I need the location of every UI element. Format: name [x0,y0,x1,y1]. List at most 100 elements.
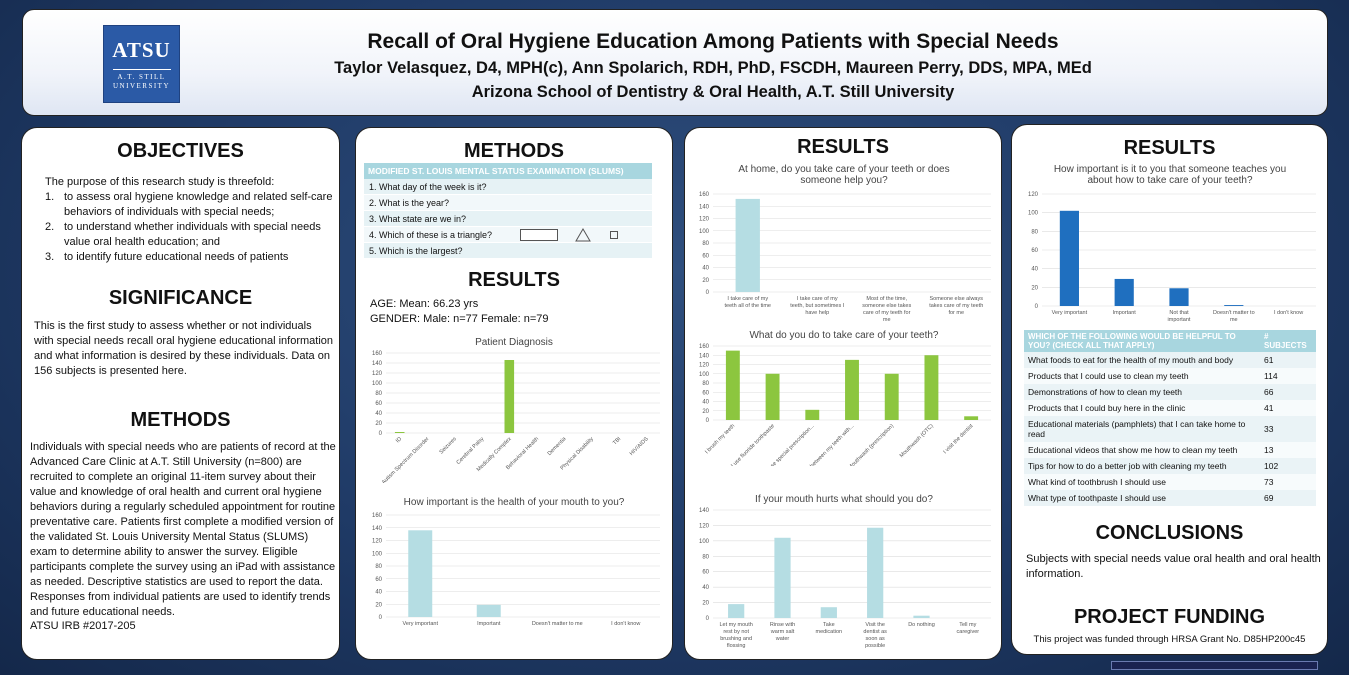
objectives-heading: OBJECTIVES [117,140,244,162]
y-tick-label: 120 [372,539,383,545]
x-category-label: Important [1113,310,1137,316]
x-category-label: Very important [1052,310,1088,316]
bar [728,604,745,618]
teaching-importance-chart: How important is it to you that someone … [1028,164,1316,322]
chart-title: What do you do to take care of your teet… [749,330,938,341]
bar [1059,210,1079,306]
bar [1224,305,1244,306]
table-row: Educational materials (pamphlets) that I… [1024,416,1316,442]
bar [964,416,979,420]
y-tick-label: 120 [699,217,710,223]
y-tick-label: 100 [699,539,710,545]
bar [725,350,740,420]
objective-item: 2. to understand whether individuals with… [45,220,335,250]
count-cell: 69 [1260,490,1316,506]
x-category-label: Let my mouth rest by not brushing and floss… [720,622,753,649]
methods-heading: METHODS [464,140,564,162]
table-header-topic: WHICH OF THE FOLLOWING WOULD BE HELPFUL … [1024,330,1260,352]
y-tick-label: 60 [702,390,709,396]
poster-affiliation: Arizona School of Dentistry & Oral Healt… [471,83,955,101]
y-tick-label: 60 [375,577,382,583]
x-category-label-line: possible [865,643,885,649]
x-category-label-line: caregiver [957,629,980,635]
x-category-label-line: someone else takes [862,303,911,309]
x-category-label-line: me [883,317,891,323]
gender-stat: GENDER: Male: n=77 Female: n=79 [370,313,549,325]
chart-title: How important is the health of your mout… [404,497,625,508]
topic-cell: What kind of toothbrush I should use [1024,474,1260,490]
slums-question: 3. What state are we in? [364,211,652,227]
count-cell: 73 [1260,474,1316,490]
y-tick-label: 40 [375,411,382,417]
methods-heading-left: METHODS [130,409,231,431]
y-tick-label: 80 [702,241,709,247]
y-tick-label: 40 [702,585,709,591]
y-tick-label: 160 [372,513,383,519]
square-shape-icon [610,231,618,239]
y-tick-label: 140 [699,353,710,359]
bar [820,607,837,618]
chart-title: How important is it to you that someone … [1054,164,1286,175]
results-heading-col2: RESULTS [468,269,560,291]
table-row: Demonstrations of how to clean my teeth 6… [1024,384,1316,400]
bar [1169,288,1189,306]
y-tick-label: 100 [1028,211,1039,217]
x-category-label: TBI [612,436,623,447]
y-tick-label: 100 [372,381,383,387]
y-tick-label: 120 [1028,192,1039,198]
x-category-label-line: I take care of my [727,296,768,302]
x-category-label: Tell my caregiver [957,622,980,635]
slums-question: 2. What is the year? [364,195,652,211]
x-category-label-line: Doesn't matter to [1213,310,1255,316]
y-tick-label: 60 [1031,248,1038,254]
x-category-label: Rinse with warm salt water [770,622,795,642]
slums-question: 4. Which of these is a triangle? [369,230,493,240]
y-tick-label: 40 [702,400,709,406]
x-category-label: Autism Spectrum Disorder [381,436,431,483]
x-category-label-line: Very important [1052,310,1088,316]
bar [805,409,820,420]
bar [884,373,899,420]
irb-number: ATSU IRB #2017-205 [30,620,136,632]
column-results-charts: RESULTS At home, do you take care of you… [684,127,1002,660]
significance-text: This is the first study to assess whethe… [34,320,334,377]
x-category-label: I brush my teeth [704,423,736,455]
x-category-label-line: I take care of my [797,296,838,302]
poster-title: Recall of Oral Hygiene Education Among P… [367,30,1059,53]
x-category-label-line: rest by not [723,629,749,635]
patient-diagnosis-chart: Patient Diagnosis 0 20 40 60 80 100 120 140 160 ID… [372,337,660,483]
x-category-label: Do nothing [908,622,935,628]
table-header-row: WHICH OF THE FOLLOWING WOULD BE HELPFUL … [1024,330,1316,352]
x-category-label: Important [477,621,501,627]
topic-cell: Tips for how to do a better job with cle… [1024,458,1260,474]
x-category-label-line: flossing [727,643,746,649]
x-category-label-line: Someone else always [929,296,983,302]
x-category-label-line: I don't know [1274,310,1303,316]
significance-heading: SIGNIFICANCE [108,287,253,309]
x-category-label-line: important [1168,317,1191,322]
x-category-label-line: for me [948,310,964,316]
results-heading-col3: RESULTS [797,136,889,158]
x-category-label-line: Take [823,622,835,628]
y-tick-label: 60 [375,401,382,407]
table-row: Products that I could use to clean my te… [1024,368,1316,384]
y-tick-label: 80 [375,391,382,397]
y-tick-label: 160 [699,344,710,350]
x-category-label-line: Let my mouth [720,622,753,628]
objective-number: 3. [45,251,55,263]
logo-line-1: A.T. STILL [117,73,166,81]
y-tick-label: 20 [702,601,709,607]
y-tick-label: 60 [702,253,709,259]
x-category-label: Mouthwash (OTC) [899,423,935,459]
y-tick-label: 40 [702,266,709,272]
x-category-label-line: brushing and [720,636,752,642]
bar [765,373,780,420]
x-category-label-line: Most of the time, [866,296,907,302]
column-objectives: OBJECTIVES The purpose of this research … [21,127,340,660]
objectives-intro: The purpose of this research study is th… [45,176,275,188]
count-cell: 102 [1260,458,1316,474]
topic-cell: Educational videos that show me how to c… [1024,442,1260,458]
y-tick-label: 0 [706,418,710,424]
x-category-label: Mouthwash (prescription) [847,423,895,466]
bar [1114,278,1134,306]
